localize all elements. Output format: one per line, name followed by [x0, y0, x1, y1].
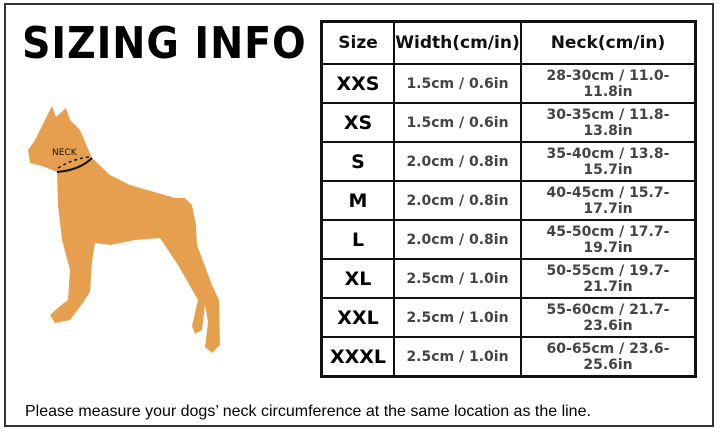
size-cell: XXS [320, 63, 395, 104]
size-cell: XXL [320, 297, 395, 338]
width-cell: 2.5cm / 1.0in [393, 336, 522, 378]
neck-dashed-line [57, 156, 91, 169]
table-row: XL 2.5cm / 1.0in 50-55cm / 19.7-21.7in [320, 258, 697, 299]
table-row: L 2.0cm / 0.8in 45-50cm / 17.7-19.7in [320, 219, 697, 260]
neck-label: NECK [52, 148, 78, 158]
neck-cell: 35-40cm / 13.8-15.7in [520, 141, 697, 182]
neck-cell: 40-45cm / 15.7-17.7in [520, 180, 697, 221]
header-neck: Neck(cm/in) [520, 20, 697, 65]
table-row: XXL 2.5cm / 1.0in 55-60cm / 21.7-23.6in [320, 297, 697, 338]
header-size: Size [320, 20, 395, 65]
size-cell: L [320, 219, 395, 260]
neck-cell: 30-35cm / 11.8-13.8in [520, 102, 697, 143]
width-cell: 2.5cm / 1.0in [393, 258, 522, 299]
header-width: Width(cm/in) [393, 20, 522, 65]
neck-cell: 28-30cm / 11.0-11.8in [520, 63, 697, 104]
table-row: XXS 1.5cm / 0.6in 28-30cm / 11.0-11.8in [320, 63, 697, 104]
table-row: S 2.0cm / 0.8in 35-40cm / 13.8-15.7in [320, 141, 697, 182]
measurement-note: Please measure your dogs’ neck circumfer… [25, 403, 591, 420]
width-cell: 2.0cm / 0.8in [393, 219, 522, 260]
page-title: SIZING INFO [22, 18, 307, 69]
neck-cell: 50-55cm / 19.7-21.7in [520, 258, 697, 299]
frame-border [4, 3, 714, 427]
dog-silhouette-illustration: NECK [28, 106, 220, 353]
size-cell: XS [320, 102, 395, 143]
neck-cell: 55-60cm / 21.7-23.6in [520, 297, 697, 338]
neck-line [56, 157, 93, 173]
width-cell: 2.0cm / 0.8in [393, 141, 522, 182]
width-cell: 2.0cm / 0.8in [393, 180, 522, 221]
neck-cell: 60-65cm / 23.6-25.6in [520, 336, 697, 378]
width-cell: 1.5cm / 0.6in [393, 63, 522, 104]
size-cell: XL [320, 258, 395, 299]
table-row: M 2.0cm / 0.8in 40-45cm / 15.7-17.7in [320, 180, 697, 221]
width-cell: 1.5cm / 0.6in [393, 102, 522, 143]
size-table: Size Width(cm/in) Neck(cm/in) XXS 1.5cm /… [320, 20, 697, 378]
table-header-row: Size Width(cm/in) Neck(cm/in) [320, 20, 697, 65]
neck-cell: 45-50cm / 17.7-19.7in [520, 219, 697, 260]
size-cell: M [320, 180, 395, 221]
size-cell: S [320, 141, 395, 182]
table-row: XXXL 2.5cm / 1.0in 60-65cm / 23.6-25.6in [320, 336, 697, 378]
width-cell: 2.5cm / 1.0in [393, 297, 522, 338]
table-row: XS 1.5cm / 0.6in 30-35cm / 11.8-13.8in [320, 102, 697, 143]
dog-body [28, 106, 220, 353]
size-cell: XXXL [320, 336, 395, 378]
